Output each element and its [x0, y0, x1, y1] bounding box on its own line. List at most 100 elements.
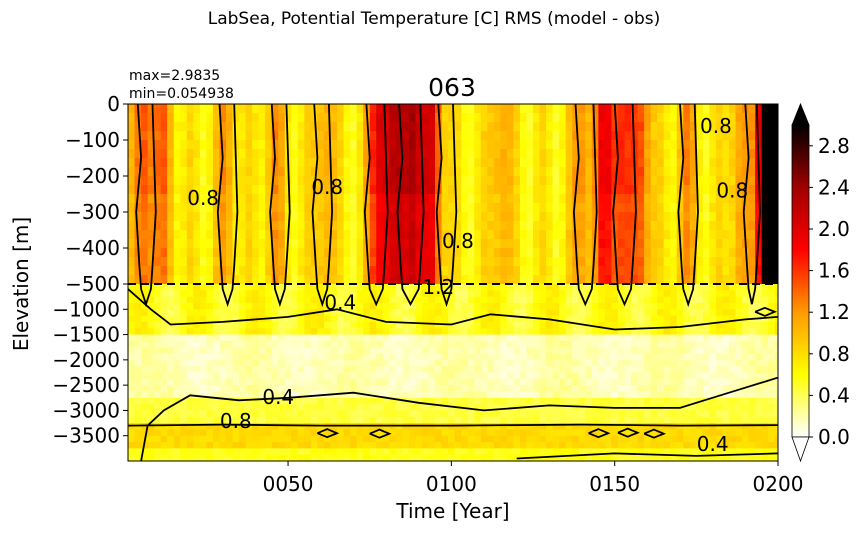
heat-cell	[310, 442, 319, 449]
heat-cell	[761, 366, 769, 374]
heat-cell	[689, 442, 697, 449]
heat-cell	[167, 397, 175, 405]
heat-cell	[487, 366, 495, 374]
heat-cell	[232, 435, 240, 443]
heat-cell	[546, 423, 554, 430]
heat-cell	[258, 185, 266, 195]
heat-cell	[526, 366, 534, 374]
heat-cell	[147, 158, 155, 168]
heat-cell	[663, 359, 671, 367]
heat-cell	[552, 290, 560, 298]
heat-cell	[141, 378, 149, 386]
heat-cell	[454, 221, 462, 231]
heat-cell	[199, 239, 207, 249]
heat-cell	[291, 442, 299, 449]
heat-cell	[670, 378, 678, 386]
heat-cell	[774, 122, 778, 132]
heat-cell	[572, 410, 580, 418]
heat-cell	[611, 257, 619, 267]
heat-cell	[533, 257, 541, 267]
heat-cell	[480, 167, 488, 177]
heat-cell	[128, 423, 136, 430]
heat-cell	[232, 423, 240, 430]
heat-cell	[291, 321, 299, 329]
heat-cell	[689, 212, 697, 222]
heat-cell	[559, 266, 567, 276]
heat-cell	[624, 113, 632, 123]
heat-cell	[644, 397, 652, 405]
heat-cell	[487, 321, 495, 329]
heat-cell	[487, 284, 495, 291]
heat-cell	[742, 302, 750, 310]
heat-cell	[487, 385, 495, 393]
heat-cell	[297, 385, 305, 393]
heat-cell	[369, 221, 377, 231]
heat-cell	[356, 334, 364, 342]
heat-cell	[402, 385, 410, 393]
heat-cell	[774, 131, 778, 141]
heat-cell	[755, 131, 763, 141]
heat-cell	[395, 334, 403, 342]
heat-cell	[304, 248, 312, 258]
heat-cell	[722, 404, 730, 412]
heat-cell	[297, 104, 305, 114]
heat-cell	[310, 131, 319, 141]
heat-cell	[761, 423, 769, 430]
heat-cell	[376, 194, 384, 204]
heat-cell	[493, 435, 501, 443]
heat-cell	[173, 149, 181, 159]
heat-cell	[624, 423, 632, 430]
heat-cell	[369, 176, 377, 186]
heat-cell	[768, 321, 776, 329]
heat-cell	[604, 149, 613, 159]
heat-cell	[271, 167, 279, 177]
heat-cell	[343, 266, 351, 276]
heat-cell	[415, 391, 423, 399]
heat-cell	[402, 239, 410, 249]
heat-cell	[343, 429, 351, 437]
heat-cell	[474, 410, 482, 418]
heat-cell	[141, 391, 149, 399]
heat-cell	[761, 122, 769, 132]
heat-cell	[310, 266, 319, 276]
heat-cell	[755, 302, 763, 310]
heat-cell	[755, 275, 763, 285]
heat-cell	[670, 176, 678, 186]
heat-cell	[611, 140, 619, 150]
heat-cell	[278, 321, 286, 329]
heat-cell	[160, 391, 168, 399]
heat-cell	[147, 131, 155, 141]
heat-cell	[252, 334, 260, 342]
heat-cell	[337, 176, 345, 186]
heat-cell	[709, 416, 717, 424]
heat-cell	[317, 167, 325, 177]
heat-cell	[317, 194, 325, 204]
heat-cell	[206, 404, 214, 412]
heat-cell	[395, 315, 403, 323]
heat-cell	[559, 397, 567, 405]
heat-cell	[297, 176, 305, 186]
heat-cell	[735, 423, 743, 430]
heat-cell	[252, 372, 260, 380]
heat-cell	[350, 266, 358, 276]
heat-cell	[729, 429, 737, 437]
heat-cell	[454, 212, 462, 222]
heat-cell	[506, 410, 515, 418]
heat-cell	[617, 347, 626, 355]
heat-cell	[526, 448, 534, 456]
heat-cell	[147, 429, 155, 437]
heat-cell	[461, 315, 469, 323]
heat-cell	[689, 315, 697, 323]
heat-cell	[428, 435, 436, 443]
heat-cell	[141, 321, 149, 329]
heat-cell	[291, 284, 299, 291]
heat-cell	[317, 454, 325, 461]
heat-cell	[519, 266, 528, 276]
heat-cell	[722, 122, 730, 132]
heat-cell	[225, 340, 234, 348]
heat-cell	[421, 347, 430, 355]
x-tick-label: 0100	[426, 472, 477, 496]
heat-cell	[271, 194, 279, 204]
heat-cell	[245, 309, 253, 317]
heat-cell	[774, 347, 778, 355]
